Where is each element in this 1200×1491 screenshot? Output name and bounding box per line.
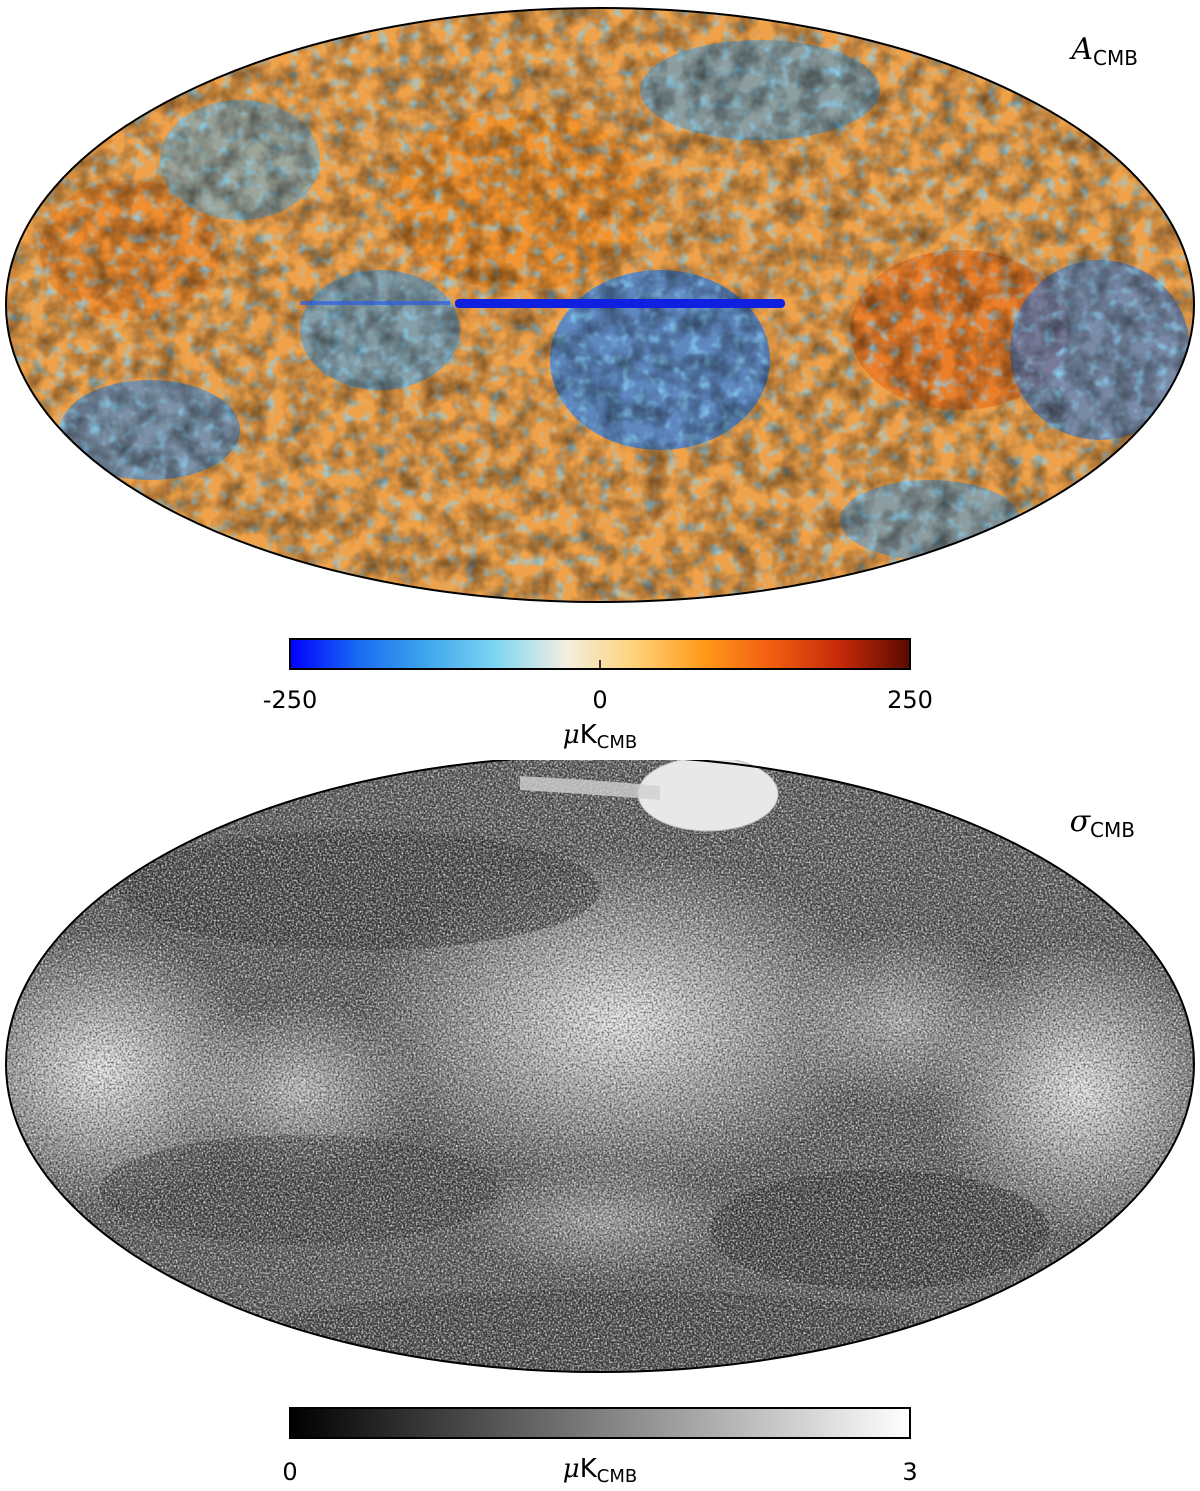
uncertainty-label-symbol: σ [1069,804,1091,839]
amplitude-map [6,8,1194,602]
uncertainty-colorbar [289,1407,911,1439]
uncertainty-map-svg [5,760,1195,1439]
uncertainty-unit-main: K [579,1454,597,1484]
amplitude-colorbar-unit: μKCMB [563,720,637,753]
amplitude-map-border [5,7,1195,603]
uncertainty-panel: σCMB 0 3 μKCMB [0,760,1200,1491]
uncertainty-label-subscript: CMB [1090,818,1135,842]
amplitude-map-label: ACMB [1071,32,1138,70]
amplitude-unit-sub: CMB [596,732,638,753]
amplitude-label-symbol: A [1071,32,1094,67]
uncertainty-map-label: σCMB [1070,804,1135,842]
uncertainty-colorbar-min-label: 0 [282,1458,298,1486]
uncertainty-unit-mu: μ [562,1454,580,1484]
uncertainty-map-border [5,760,1195,1373]
amplitude-panel: ACMB -250 0 250 μKCMB [5,7,1195,753]
polar-cap-arc [520,776,660,800]
amplitude-label-subscript: CMB [1093,46,1138,70]
amplitude-unit-main: K [579,720,597,750]
uncertainty-colorbar-max-label: 3 [902,1458,918,1486]
amplitude-colorbar-min-label: -250 [262,686,318,714]
amplitude-map-svg [5,7,1195,670]
amplitude-colorbar-max-label: 250 [887,686,933,714]
amplitude-unit-mu: μ [562,720,580,750]
uncertainty-map [6,760,1194,1372]
uncertainty-colorbar-unit: μKCMB [563,1454,637,1487]
uncertainty-unit-sub: CMB [596,1466,638,1487]
amplitude-colorbar-mid-label: 0 [592,686,608,714]
